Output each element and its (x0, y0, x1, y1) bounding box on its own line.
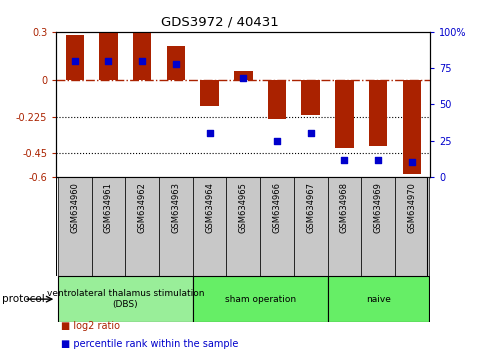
Bar (200, 80, 219, 106)
Point (71, 58, 79, 64)
Text: naive: naive (365, 295, 390, 304)
Text: GSM634960: GSM634960 (70, 182, 79, 233)
Text: GSM634962: GSM634962 (138, 182, 146, 233)
Point (373, 157, 381, 162)
Bar (166, 46, 185, 80)
Text: GSM634967: GSM634967 (305, 182, 315, 233)
Text: GSM634963: GSM634963 (171, 182, 180, 233)
Bar (327, 177, 361, 276)
Bar (65, 35, 84, 80)
Bar (368, 80, 386, 146)
Bar (133, 33, 151, 80)
Text: GSM634966: GSM634966 (272, 182, 281, 233)
Bar (58, 177, 91, 276)
Point (239, 75, 246, 81)
Point (104, 58, 112, 64)
Bar (301, 80, 319, 115)
Bar (334, 80, 353, 148)
Bar (226, 177, 260, 276)
Bar (234, 72, 252, 80)
Text: protocol: protocol (2, 294, 45, 304)
Text: sham operation: sham operation (224, 295, 295, 304)
Bar (293, 177, 327, 276)
Bar (267, 80, 285, 119)
Text: GSM634965: GSM634965 (238, 182, 247, 233)
Bar (394, 177, 428, 276)
Bar (58, 276, 192, 322)
Bar (192, 276, 327, 322)
Bar (327, 276, 428, 322)
Point (138, 58, 146, 64)
Bar (125, 177, 159, 276)
Text: GSM634970: GSM634970 (407, 182, 415, 233)
Bar (91, 177, 125, 276)
Point (272, 138, 280, 144)
Point (407, 160, 415, 165)
Bar (192, 177, 226, 276)
Text: GSM634969: GSM634969 (373, 182, 382, 233)
Bar (361, 177, 394, 276)
Text: GSM634964: GSM634964 (204, 182, 214, 233)
Bar (260, 177, 293, 276)
Text: GDS3972 / 40431: GDS3972 / 40431 (161, 16, 278, 29)
Text: GSM634968: GSM634968 (339, 182, 348, 233)
Bar (402, 80, 420, 174)
Bar (159, 177, 192, 276)
Text: GSM634961: GSM634961 (104, 182, 113, 233)
Text: ■ log2 ratio: ■ log2 ratio (61, 321, 120, 331)
Point (172, 61, 180, 67)
Text: ■ percentile rank within the sample: ■ percentile rank within the sample (61, 339, 238, 349)
Text: ventrolateral thalamus stimulation
(DBS): ventrolateral thalamus stimulation (DBS) (46, 290, 203, 309)
Point (205, 131, 213, 136)
Point (340, 157, 347, 162)
Point (306, 131, 314, 136)
Bar (99, 34, 118, 80)
